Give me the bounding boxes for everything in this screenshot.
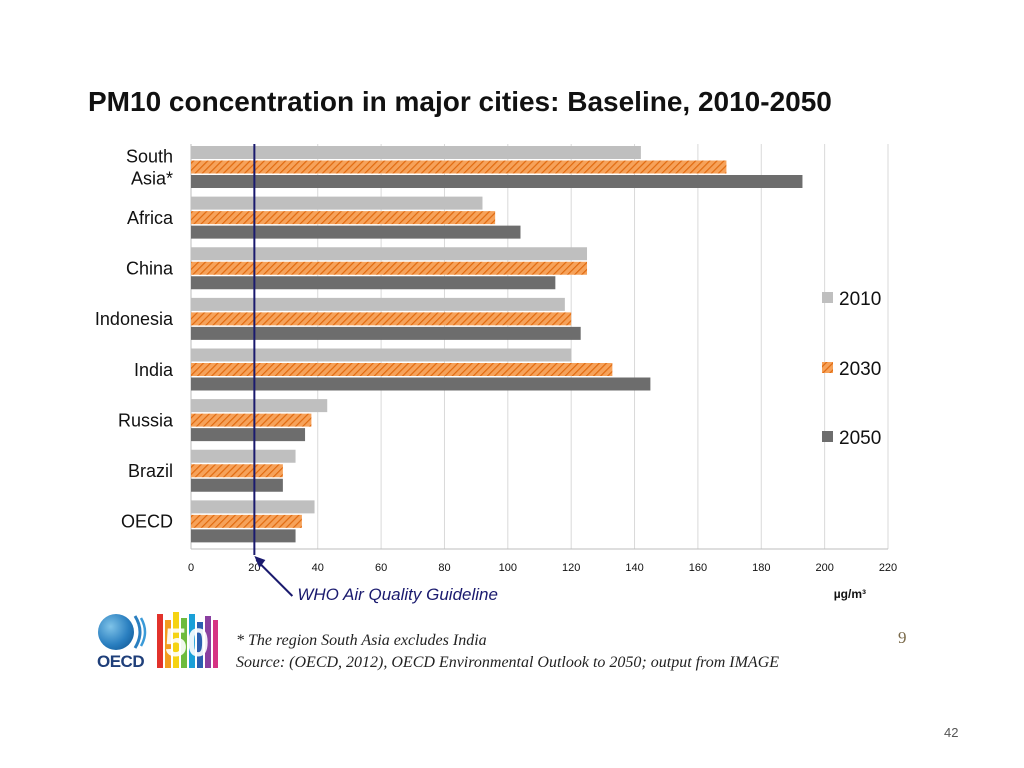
bar-2010 — [191, 500, 315, 514]
bar-2030 — [191, 160, 727, 174]
bar-2050 — [191, 529, 296, 543]
legend-label-2050: 2050 — [839, 428, 881, 449]
fifty-anniversary-icon: 50 — [157, 612, 218, 668]
x-tick-label: 140 — [625, 562, 643, 574]
category-label: China — [126, 259, 174, 279]
category-label: South — [126, 146, 173, 166]
bar-2010 — [191, 449, 296, 463]
footnote-south-asia: * The region South Asia excludes India — [236, 632, 487, 649]
bar-2030 — [191, 464, 283, 478]
reference-line: WHO Air Quality Guideline — [253, 144, 498, 604]
page-number: 42 — [944, 725, 959, 740]
bar-2030 — [191, 413, 312, 427]
fifty-text: 50 — [165, 621, 210, 665]
footnote-source: Source: (OECD, 2012), OECD Environmental… — [236, 654, 780, 671]
legend-swatch-2050 — [822, 431, 833, 442]
oecd-50-logo: OECD 50 — [95, 610, 225, 674]
bar-2010 — [191, 196, 483, 210]
bar-2050 — [191, 428, 306, 442]
slide-title: PM10 concentration in major cities: Base… — [88, 86, 832, 117]
bar-2030 — [191, 363, 613, 376]
bar-2050 — [191, 326, 581, 340]
bar-2010 — [191, 348, 572, 362]
x-tick-label: 80 — [438, 562, 450, 574]
bar-2030 — [191, 312, 572, 326]
x-tick-label: 160 — [689, 562, 707, 574]
who-arrow-shaft — [255, 559, 294, 597]
category-label: Russia — [118, 410, 174, 430]
x-tick-label: 200 — [815, 562, 833, 574]
unit-label: µg/m³ — [834, 587, 866, 601]
legend-swatch-2010 — [822, 292, 833, 303]
globe-icon — [98, 614, 134, 650]
bar-2050 — [191, 377, 651, 391]
x-tick-label: 100 — [499, 562, 517, 574]
legend: 2010 2030 2050 — [822, 289, 881, 449]
legend-label-2010: 2010 — [839, 289, 881, 310]
bar-2010 — [191, 247, 588, 261]
legend-swatch-2030 — [822, 362, 833, 373]
bar-2030 — [191, 261, 588, 275]
x-tick-label: 60 — [375, 562, 387, 574]
category-label: Brazil — [128, 461, 173, 481]
x-tick-label: 0 — [188, 562, 194, 574]
arrowhead-icon — [254, 556, 266, 568]
bar-2050 — [191, 276, 556, 290]
legend-label-2030: 2030 — [839, 359, 881, 380]
bar-2050 — [191, 225, 521, 239]
x-tick-label: 120 — [562, 562, 580, 574]
bar-2030 — [191, 514, 302, 528]
bar-2050 — [191, 478, 283, 492]
x-tick-label: 20 — [248, 562, 260, 574]
oecd-logo-text: OECD — [97, 652, 145, 671]
category-label: Africa — [127, 208, 174, 228]
who-guideline-label: WHO Air Quality Guideline — [297, 585, 498, 604]
x-tick-label: 40 — [312, 562, 324, 574]
x-tick-labels: 0 20 40 60 80 100 120 140 160 180 200 220 µg/m³ — [188, 562, 897, 601]
bar-2010 — [191, 146, 641, 159]
bar-2010 — [191, 297, 565, 311]
bar-2030 — [191, 211, 496, 225]
inner-slide-number: 9 — [898, 628, 907, 647]
bars — [191, 146, 803, 543]
x-tick-label: 180 — [752, 562, 770, 574]
bar-2050 — [191, 175, 803, 188]
arcs-icon — [133, 615, 147, 649]
category-label: Asia* — [131, 168, 173, 188]
x-tick-label: 220 — [879, 562, 897, 574]
bar-2010 — [191, 399, 328, 413]
category-label: Indonesia — [95, 309, 174, 329]
category-label: OECD — [121, 512, 173, 532]
category-label: India — [134, 360, 174, 380]
